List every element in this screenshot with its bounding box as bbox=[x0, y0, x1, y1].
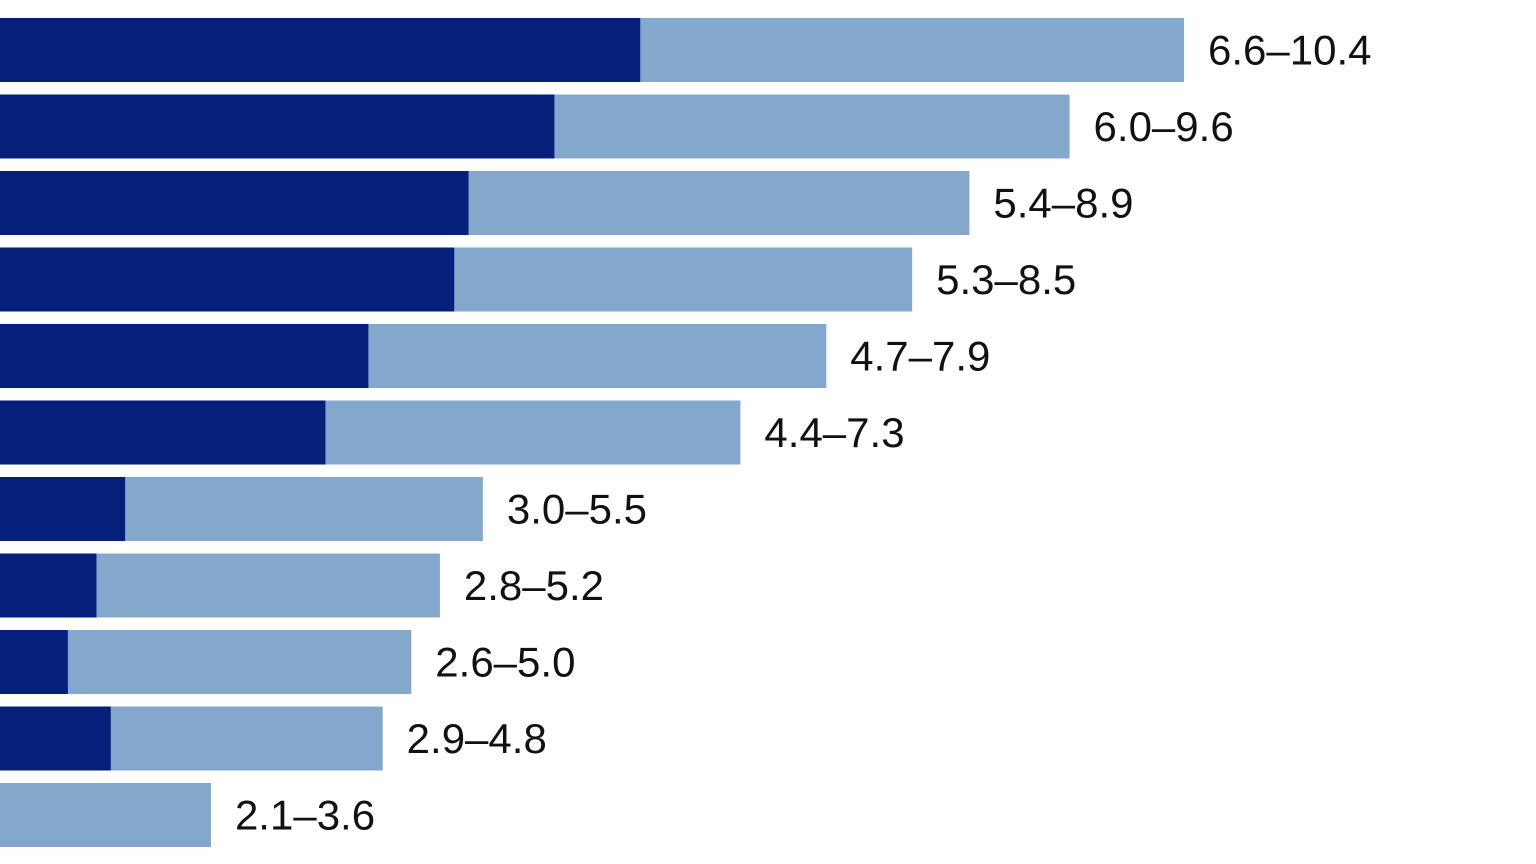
bars-group bbox=[0, 18, 1185, 847]
bar-lower-3 bbox=[0, 247, 455, 312]
data-label-2: 5.4–8.9 bbox=[993, 180, 1133, 227]
bar-lower-9 bbox=[0, 706, 111, 771]
data-label-7: 2.8–5.2 bbox=[464, 562, 604, 609]
bar-lower-8 bbox=[0, 630, 68, 694]
bar-lower-5 bbox=[0, 400, 326, 465]
data-label-0: 6.6–10.4 bbox=[1208, 27, 1372, 74]
data-label-3: 5.3–8.5 bbox=[936, 256, 1076, 303]
labels-group: 6.6–10.4 6.0–9.6 5.4–8.9 5.3–8.5 4.7–7.9 4.4–… bbox=[235, 27, 1372, 839]
bar-lower-0 bbox=[0, 18, 641, 82]
data-label-10: 2.1–3.6 bbox=[235, 792, 375, 839]
data-label-8: 2.6–5.0 bbox=[435, 639, 575, 686]
data-label-5: 4.4–7.3 bbox=[764, 409, 904, 456]
bar-upper-10 bbox=[0, 783, 211, 847]
bar-upper-8 bbox=[0, 630, 412, 694]
data-label-1: 6.0–9.6 bbox=[1094, 103, 1234, 150]
bar-lower-1 bbox=[0, 94, 555, 159]
bar-lower-4 bbox=[0, 324, 369, 388]
data-label-9: 2.9–4.8 bbox=[407, 715, 547, 762]
bar-lower-7 bbox=[0, 553, 97, 618]
data-label-4: 4.7–7.9 bbox=[850, 333, 990, 380]
bar-lower-6 bbox=[0, 477, 126, 541]
bar-lower-2 bbox=[0, 171, 469, 235]
data-label-6: 3.0–5.5 bbox=[507, 486, 647, 533]
